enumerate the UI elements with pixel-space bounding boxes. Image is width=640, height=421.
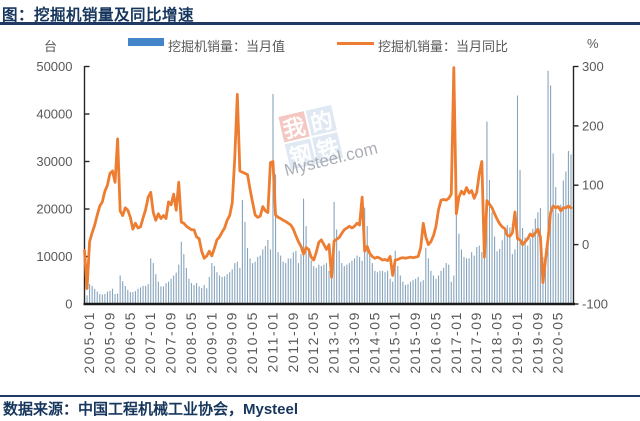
svg-text:2019-09: 2019-09 bbox=[529, 311, 545, 374]
svg-text:2005-09: 2005-09 bbox=[102, 311, 118, 374]
svg-text:2007-09: 2007-09 bbox=[163, 311, 179, 374]
svg-text:2013-01: 2013-01 bbox=[326, 311, 342, 374]
svg-text:10000: 10000 bbox=[36, 249, 72, 264]
svg-text:钢: 钢 bbox=[287, 141, 314, 170]
svg-text:20000: 20000 bbox=[36, 202, 72, 217]
svg-text:2013-09: 2013-09 bbox=[346, 311, 362, 374]
svg-text:40000: 40000 bbox=[36, 107, 72, 122]
svg-text:2019-01: 2019-01 bbox=[509, 311, 525, 374]
svg-text:0: 0 bbox=[582, 237, 589, 252]
svg-text:2011-01: 2011-01 bbox=[265, 311, 281, 373]
svg-text:我: 我 bbox=[281, 114, 308, 143]
svg-text:2009-09: 2009-09 bbox=[224, 311, 240, 374]
svg-text:2020-05: 2020-05 bbox=[550, 311, 566, 374]
svg-text:2012-05: 2012-05 bbox=[305, 311, 321, 374]
svg-text:2009-01: 2009-01 bbox=[203, 311, 219, 374]
svg-text:2008-05: 2008-05 bbox=[183, 311, 199, 374]
svg-text:0: 0 bbox=[65, 297, 72, 312]
svg-text:铁: 铁 bbox=[314, 135, 341, 164]
svg-text:200: 200 bbox=[582, 118, 604, 133]
svg-text:2015-09: 2015-09 bbox=[407, 311, 423, 374]
svg-text:2017-09: 2017-09 bbox=[468, 311, 484, 374]
svg-text:2011-09: 2011-09 bbox=[285, 311, 301, 373]
svg-text:2017-01: 2017-01 bbox=[448, 311, 464, 374]
svg-text:50000: 50000 bbox=[36, 59, 72, 74]
svg-text:的: 的 bbox=[308, 107, 335, 136]
svg-text:2007-01: 2007-01 bbox=[142, 311, 158, 374]
svg-text:-100: -100 bbox=[582, 297, 608, 312]
svg-text:2005-01: 2005-01 bbox=[81, 311, 97, 374]
svg-text:2018-05: 2018-05 bbox=[489, 311, 505, 374]
svg-text:2006-05: 2006-05 bbox=[122, 311, 138, 374]
svg-text:2016-05: 2016-05 bbox=[428, 311, 444, 374]
svg-text:30000: 30000 bbox=[36, 154, 72, 169]
svg-text:2010-05: 2010-05 bbox=[244, 311, 260, 374]
svg-text:2014-05: 2014-05 bbox=[366, 311, 382, 374]
svg-text:100: 100 bbox=[582, 178, 604, 193]
svg-text:2015-01: 2015-01 bbox=[387, 311, 403, 374]
svg-text:300: 300 bbox=[582, 59, 604, 74]
